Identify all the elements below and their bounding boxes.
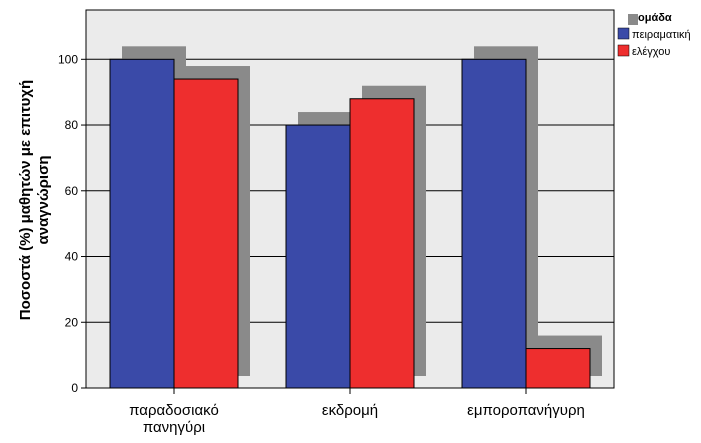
- y-axis-label: Ποσοστά (%) μαθητών με επιτυχή αναγνώρισ…: [17, 80, 52, 320]
- legend-title: ομάδα: [638, 12, 672, 24]
- y-tick-label: 20: [65, 315, 79, 329]
- legend-title-shadow: [628, 14, 638, 25]
- legend-swatch: [617, 27, 630, 40]
- legend: ομάδα πειραματική ελέγχου: [617, 12, 691, 58]
- y-tick-label: 80: [65, 118, 79, 132]
- x-tick-label: εκδρομή: [322, 402, 378, 419]
- y-tick-label: 60: [65, 184, 79, 198]
- bar-experimental-0: [109, 58, 175, 389]
- legend-label: ελέγχου: [632, 46, 670, 58]
- y-tick-label: 100: [58, 52, 78, 66]
- y-tick-label: 0: [71, 381, 78, 395]
- legend-swatch: [617, 44, 630, 57]
- y-tick-label: 40: [65, 250, 79, 264]
- legend-label: πειραματική: [632, 29, 691, 41]
- y-axis-label-line-2: αναγνώριση: [35, 155, 52, 244]
- bars: [109, 58, 591, 389]
- bar-experimental-1: [285, 124, 351, 389]
- bar-control-0: [173, 78, 239, 389]
- y-axis-label-line-1: Ποσοστά (%) μαθητών με επιτυχή: [17, 80, 34, 320]
- bar-control-2: [525, 348, 591, 389]
- x-tick-label: παραδοσιακό: [129, 402, 219, 419]
- bar-control-1: [349, 98, 415, 389]
- bar-experimental-2: [461, 58, 527, 389]
- x-tick-label: πανηγύρι: [143, 419, 205, 436]
- y-axis: 0 20 40 60 80 100: [58, 52, 86, 395]
- x-tick-label: εμποροπανήγυρη: [467, 402, 585, 419]
